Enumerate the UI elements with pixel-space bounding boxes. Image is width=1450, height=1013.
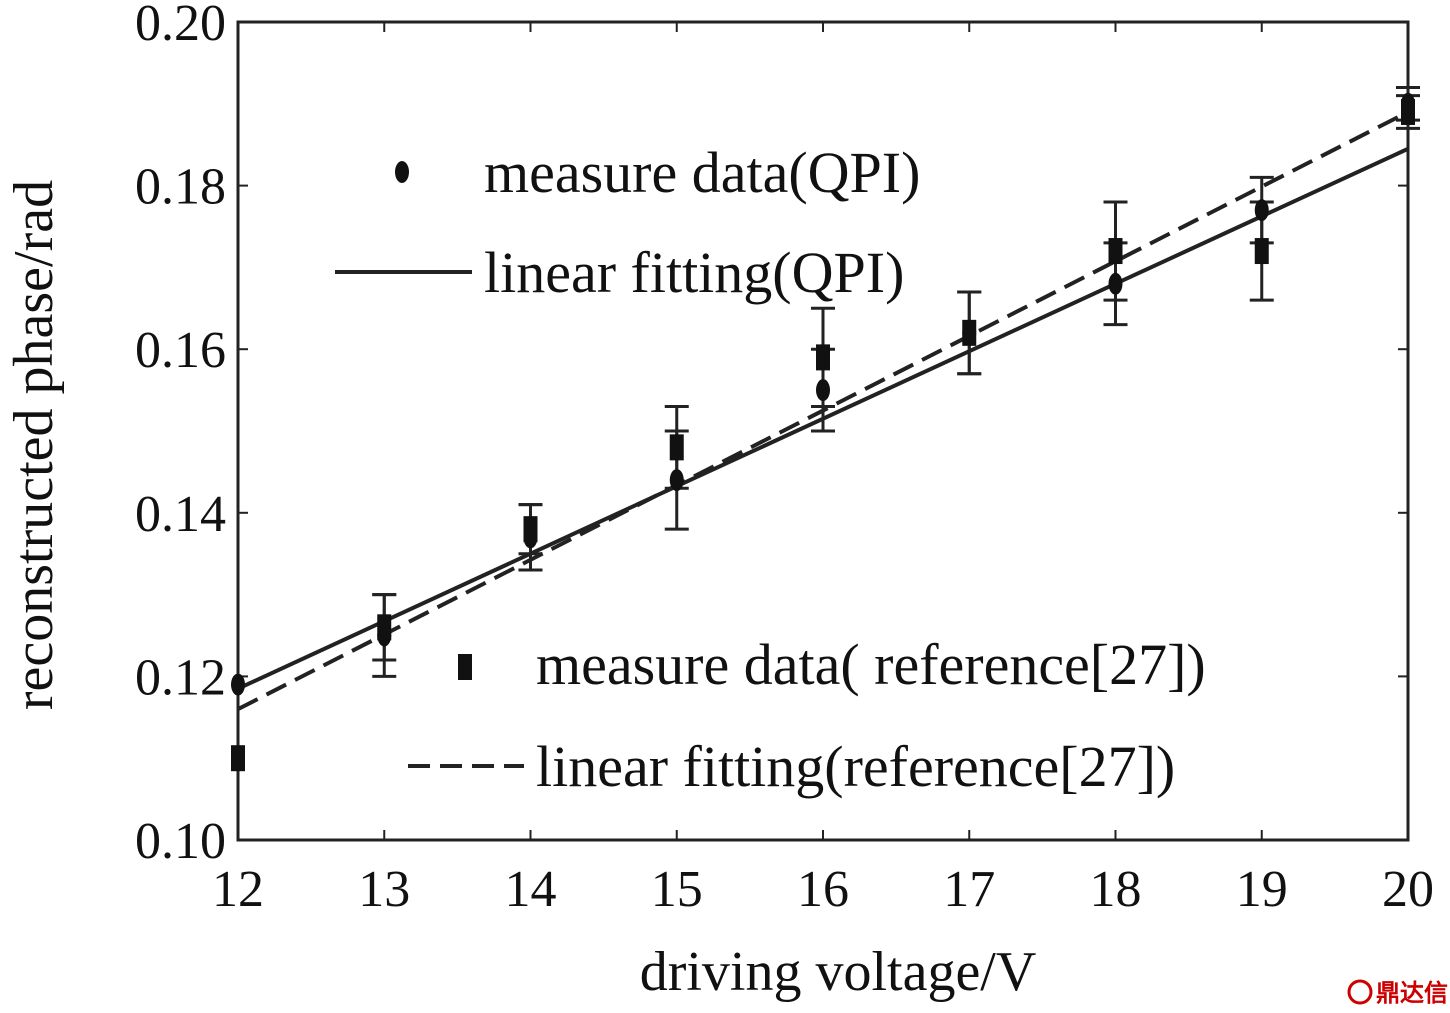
data-point-qpi (231, 673, 245, 696)
legend-lower: measure data( reference[27]) linear fitt… (408, 632, 1206, 799)
data-point-reference (231, 745, 245, 772)
watermark-logo-icon (1347, 979, 1373, 1005)
legend-qpi-data-label: measure data(QPI) (484, 140, 920, 205)
y-tick-label: 0.14 (135, 486, 226, 543)
data-markers (231, 92, 1415, 772)
x-tick-label: 20 (1382, 861, 1434, 918)
data-point-reference (1401, 98, 1415, 125)
data-point-qpi (669, 469, 684, 492)
legend-qpi-fit-label: linear fitting(QPI) (484, 240, 904, 305)
y-tick-label: 0.18 (135, 159, 226, 216)
legend-ref-marker (458, 654, 472, 680)
legend-qpi-marker (395, 161, 409, 183)
data-point-reference (669, 434, 684, 461)
data-point-qpi (816, 379, 830, 402)
data-point-reference (377, 614, 392, 641)
axis-ticks (237, 21, 1409, 841)
data-point-qpi (1108, 272, 1123, 295)
y-tick-label: 0.16 (135, 322, 226, 379)
legend-ref-fit-label: linear fitting(reference[27]) (536, 734, 1175, 799)
x-tick-label: 12 (212, 861, 264, 918)
x-tick-label: 17 (943, 861, 995, 918)
watermark: 鼎达信 (1347, 979, 1448, 1007)
x-tick-label: 14 (505, 861, 557, 918)
legend-ref-data-label: measure data( reference[27]) (536, 632, 1206, 697)
x-axis-title: driving voltage/V (640, 941, 1037, 1003)
data-point-reference (816, 344, 830, 371)
y-tick-label: 0.12 (135, 649, 226, 706)
data-point-reference (523, 516, 538, 543)
data-point-reference (1108, 238, 1123, 265)
x-tick-label: 19 (1236, 861, 1288, 918)
watermark-text: 鼎达信 (1376, 979, 1448, 1007)
tick-labels: 12 13 14 15 16 17 18 19 20 0.10 0.12 0.14 0.16 0.18 0.… (135, 0, 1434, 918)
data-point-reference (1254, 238, 1269, 265)
data-point-reference (962, 319, 977, 346)
x-tick-label: 13 (358, 861, 410, 918)
data-point-qpi (1254, 199, 1269, 222)
y-tick-label: 0.20 (135, 0, 226, 52)
x-tick-label: 18 (1090, 861, 1142, 918)
y-tick-label: 0.10 (135, 813, 226, 870)
y-axis-title: reconstructed phase/rad (3, 180, 65, 710)
x-tick-label: 16 (797, 861, 849, 918)
x-tick-label: 15 (651, 861, 703, 918)
legend-upper: measure data(QPI) linear fitting(QPI) (335, 140, 920, 305)
